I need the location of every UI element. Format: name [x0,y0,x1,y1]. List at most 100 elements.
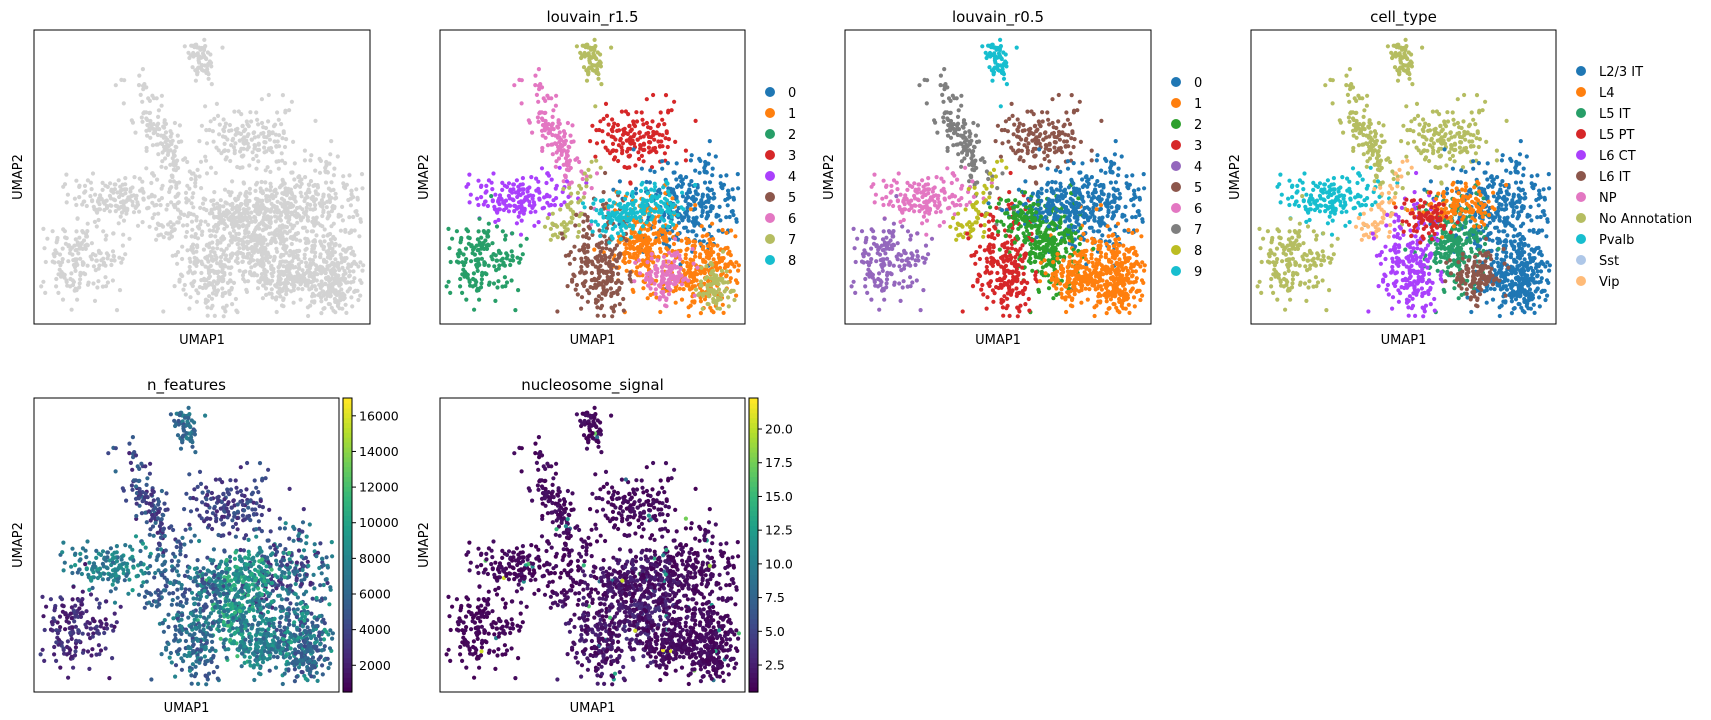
data-point [644,120,650,126]
data-point [564,179,570,184]
data-point [237,211,242,216]
data-point [522,198,527,203]
data-point [260,260,265,265]
data-point [621,308,626,313]
data-point [688,303,693,308]
data-point [594,171,600,176]
data-point [568,165,573,171]
data-point [907,199,912,204]
data-point [282,144,288,150]
data-point [628,210,633,215]
data-point [903,193,908,198]
data-point [586,167,591,172]
data-point [200,285,205,291]
data-point [69,271,74,276]
data-point [710,204,715,209]
data-point [118,188,123,193]
data-point [107,193,112,198]
data-point [673,139,678,144]
data-point [152,194,157,199]
data-point [873,192,879,197]
data-point [231,145,236,150]
data-point [477,240,482,245]
data-point [331,187,336,192]
data-point [319,279,324,284]
data-point [665,161,671,166]
data-point [657,144,663,149]
data-point [688,257,693,262]
data-point [664,179,669,184]
data-point [1068,151,1073,156]
data-point [74,257,79,262]
data-point [121,203,126,208]
data-point [617,179,623,184]
data-point [698,311,704,316]
data-point [615,231,621,236]
data-point [612,155,618,160]
data-point [660,269,665,274]
data-point [154,226,159,231]
data-point [633,186,639,191]
data-point [664,304,669,309]
data-point [221,305,226,310]
data-point [330,288,336,293]
data-point [223,200,228,205]
data-point [107,209,112,214]
data-point [340,292,345,297]
data-point [581,195,586,200]
data-point [263,168,268,173]
data-point [326,210,331,215]
data-point [561,220,567,225]
data-point [138,188,143,193]
data-point [313,218,318,223]
data-point [484,189,489,194]
data-point [540,145,545,151]
data-point [728,259,733,264]
data-point [172,284,177,289]
data-point [141,190,146,195]
data-point [329,240,334,245]
data-point [703,205,708,210]
data-point [329,209,334,214]
data-point [547,203,552,208]
data-point [280,93,285,98]
data-point [668,211,673,216]
data-point [998,37,1003,43]
data-point [73,248,78,253]
data-point [168,220,173,225]
data-point [82,183,88,188]
data-point [328,152,333,157]
data-point [540,206,545,211]
data-point [667,268,672,273]
data-point [123,191,128,196]
data-point [91,264,96,269]
data-point [245,147,250,152]
data-point [236,250,241,255]
data-point [557,130,562,135]
data-point [479,183,484,188]
data-point [313,250,318,255]
data-point [225,257,230,262]
data-point [340,218,345,223]
data-point [551,108,556,113]
data-point [140,220,145,225]
data-point [972,145,977,150]
data-point [482,261,488,266]
data-point [542,224,548,229]
data-point [243,231,248,236]
data-point [109,203,114,208]
data-point [81,230,86,235]
data-point [565,284,570,289]
data-point [974,139,980,145]
data-point [469,243,474,248]
data-point [344,182,349,187]
data-point [993,60,998,65]
data-point [277,224,282,229]
data-point [617,287,622,292]
data-point [491,281,497,286]
data-point [136,83,142,88]
data-point [945,133,951,138]
data-point [218,240,223,245]
data-point [969,156,974,161]
data-point [924,218,930,223]
